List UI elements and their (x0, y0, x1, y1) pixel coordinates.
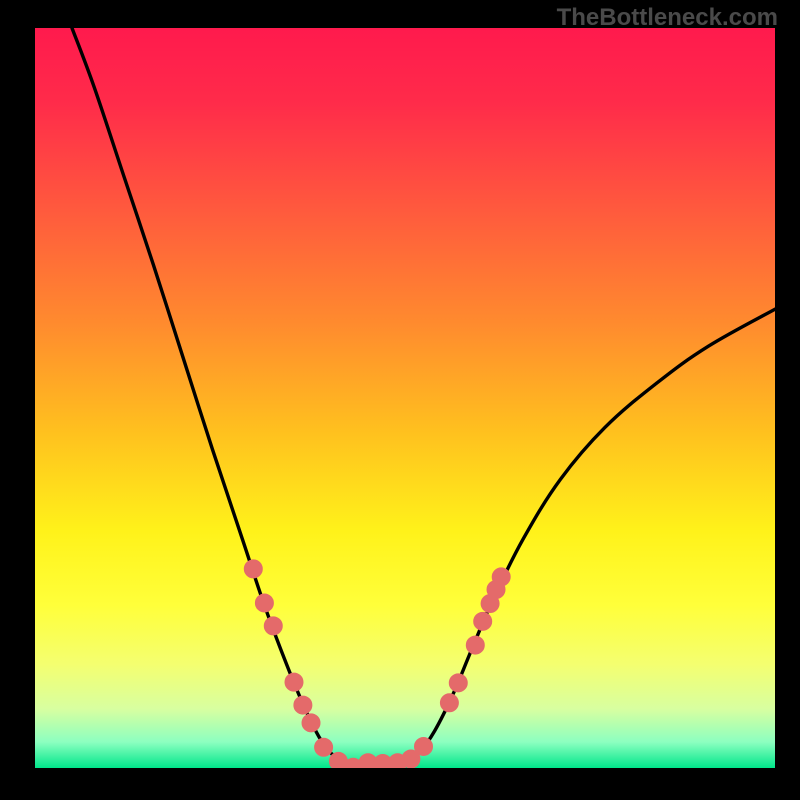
gradient-background (35, 28, 775, 768)
data-point (474, 612, 492, 630)
data-point (492, 568, 510, 586)
data-point (244, 560, 262, 578)
data-point (415, 737, 433, 755)
plot-area (35, 28, 775, 768)
data-point (285, 673, 303, 691)
chart-svg (35, 28, 775, 768)
data-point (255, 594, 273, 612)
data-point (466, 636, 484, 654)
chart-root: TheBottleneck.com (0, 0, 800, 800)
data-point (294, 696, 312, 714)
data-point (440, 694, 458, 712)
data-point (315, 738, 333, 756)
data-point (264, 617, 282, 635)
data-point (302, 714, 320, 732)
data-point (449, 674, 467, 692)
